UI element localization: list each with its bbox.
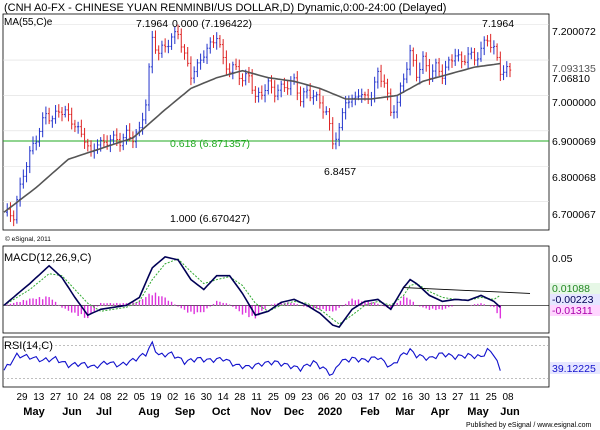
x-tick-day: 27 — [452, 392, 464, 403]
x-tick-month: Sep — [175, 406, 195, 418]
x-tick-day: 17 — [368, 392, 380, 403]
x-tick-month: May — [23, 406, 45, 418]
annotation-high-left: 7.1964 — [136, 18, 168, 30]
x-tick-month: Mar — [395, 406, 415, 418]
x-tick-month: 2020 — [318, 406, 342, 418]
x-tick-day: 27 — [50, 392, 62, 403]
x-tick-day: 30 — [201, 392, 213, 403]
macd-tag-macd: -0.00223 — [552, 294, 594, 306]
ytick-label: 6.800068 — [552, 172, 596, 184]
x-tick-month: Dec — [284, 406, 304, 418]
macd-tag-hist: -0.01311 — [552, 305, 593, 317]
rsi-tag: 39.12225 — [552, 363, 596, 375]
x-tick-day: 08 — [100, 392, 112, 403]
ma-55-line — [3, 62, 501, 213]
x-tick-month: Feb — [360, 406, 380, 418]
last-price-tag: 7.06810 — [552, 73, 590, 85]
macd-tag-signal: 0.01088 — [552, 283, 590, 295]
x-tick-month: Apr — [431, 406, 451, 418]
x-tick-day: 19 — [151, 392, 163, 403]
x-tick-day: 14 — [218, 392, 230, 403]
ma-label: MA(55,C)e — [4, 17, 53, 28]
overlays — [3, 62, 501, 213]
macd-ytick-label: 0.05 — [552, 253, 573, 265]
x-tick-day: 13 — [33, 392, 45, 403]
chart-title: (CNH A0-FX - CHINESE YUAN RENMINBI/US DO… — [4, 2, 446, 14]
rsi-tag-bg — [550, 362, 600, 374]
x-tick-month: May — [467, 406, 489, 418]
candles — [6, 24, 512, 227]
macd-tag-hist-bg — [550, 305, 600, 316]
x-tick-day: 10 — [67, 392, 79, 403]
macd-trendline — [403, 287, 531, 294]
x-tick-month: Jul — [96, 406, 112, 418]
grid-lines — [3, 24, 549, 202]
annotation-fib-0: 0.000 (7.196422) — [172, 18, 252, 30]
x-tick-day: 11 — [469, 392, 480, 403]
ytick-label: 7.000000 — [552, 97, 596, 109]
macd-panel — [2, 245, 550, 334]
x-tick-month: Jun — [500, 406, 520, 418]
x-tick-day: 29 — [16, 392, 28, 403]
x-tick-day: 30 — [419, 392, 431, 403]
footer-label: Published by eSignal / www.esignal.com — [466, 422, 591, 429]
macd-title: MACD(12,26,9,C) — [4, 252, 91, 264]
x-tick-day: 08 — [502, 392, 514, 403]
rsi-title: RSI(14,C) — [4, 340, 53, 352]
x-tick-month: Aug — [138, 406, 159, 418]
x-tick-day: 16 — [184, 392, 196, 403]
x-tick-day: 02 — [167, 392, 179, 403]
x-tick-day: 02 — [385, 392, 397, 403]
macd-tag-signal-bg — [550, 283, 600, 294]
x-tick-day: 23 — [301, 392, 313, 403]
x-tick-month: Jun — [62, 406, 82, 418]
x-tick-day: 13 — [435, 392, 447, 403]
x-tick-day: 03 — [352, 392, 364, 403]
copyright-label: © eSignal, 2011 — [5, 235, 51, 243]
x-tick-day: 24 — [83, 392, 95, 403]
x-tick-day: 28 — [234, 392, 246, 403]
ytick-label: 6.900069 — [552, 136, 596, 148]
macd-signal-line — [3, 258, 501, 325]
annotation-high-right: 7.1964 — [482, 18, 514, 30]
x-tick-day: 16 — [402, 392, 414, 403]
annotation-low: 6.8457 — [324, 166, 356, 178]
macd-line — [3, 256, 501, 329]
annotation-fib-1000: 1.000 (6.670427) — [170, 213, 250, 225]
rsi-line — [3, 340, 501, 376]
x-tick-day: 20 — [335, 392, 347, 403]
x-tick-month: Oct — [212, 406, 231, 418]
x-tick-day: 05 — [134, 392, 146, 403]
x-tick-day: 06 — [318, 392, 330, 403]
macd-series — [3, 256, 549, 329]
ytick-label: 6.700067 — [552, 209, 596, 221]
x-axis: 29 13 27 10 24 08 22 05 19 02 16 30 14 28 11 25 09 23 06 20… — [16, 392, 520, 418]
rsi-series — [3, 340, 549, 379]
ytick-label: 7.200072 — [552, 26, 596, 38]
x-tick-day: 09 — [285, 392, 297, 403]
x-tick-day: 25 — [268, 392, 280, 403]
annotation-fib-618: 0.618 (6.871357) — [170, 138, 250, 150]
x-tick-day: 25 — [486, 392, 498, 403]
x-tick-day: 11 — [251, 392, 262, 403]
last-price-tag-bg — [550, 72, 600, 84]
x-tick-day: 22 — [117, 392, 129, 403]
x-tick-month: Nov — [251, 406, 273, 418]
macd-tag-macd-bg — [550, 294, 600, 305]
price-panel — [2, 13, 550, 231]
